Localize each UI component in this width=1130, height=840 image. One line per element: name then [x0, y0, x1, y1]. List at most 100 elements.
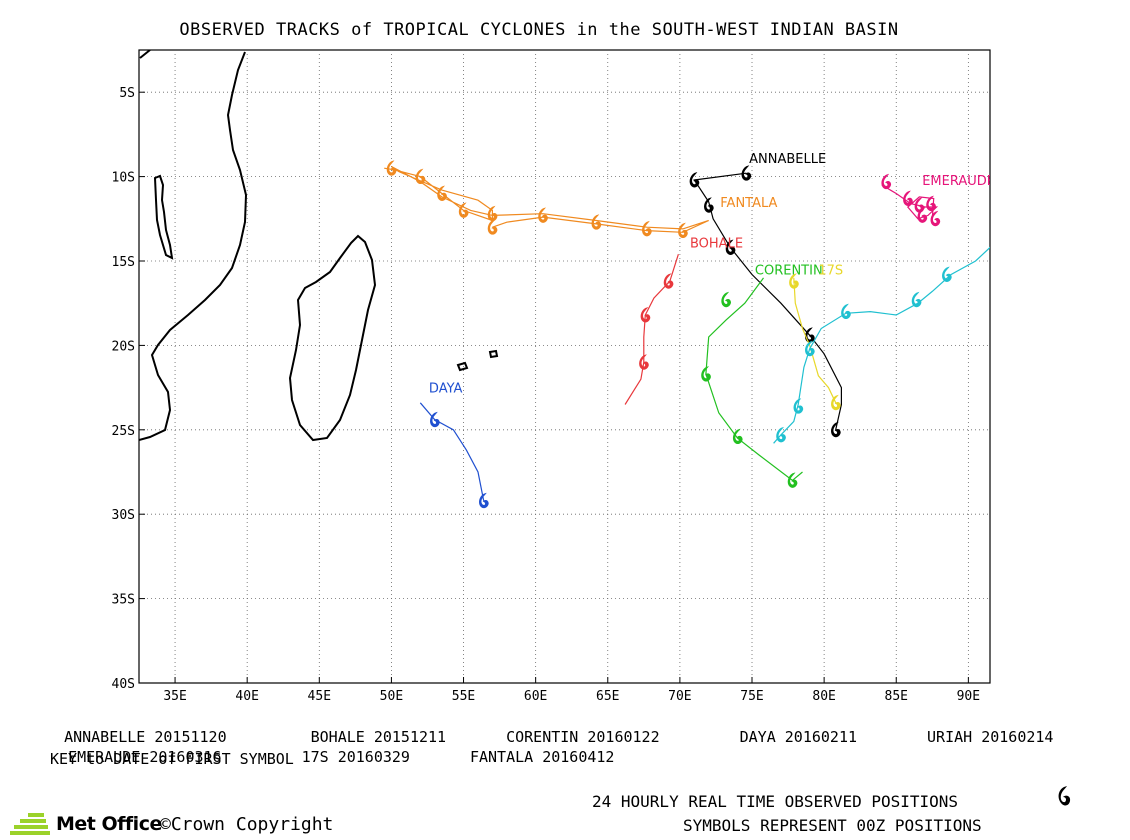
lon-tick-label: 35E — [163, 689, 186, 704]
storm-position-symbol — [930, 210, 941, 227]
storm-position-symbol — [386, 160, 397, 176]
storm-track-line — [419, 402, 485, 501]
storm-position-symbol — [793, 398, 804, 414]
axis-ticks: 35E 40E 45E 50E 55E 60E 65E 70E 75E 80E 85E 90E 5S 10… — [112, 86, 981, 704]
lat-tick-label: 40S — [112, 677, 135, 692]
copyright-text: ©Crown Copyright — [160, 814, 334, 835]
storm-position-symbol — [787, 472, 798, 488]
lon-tick-label: 75E — [740, 689, 763, 704]
storm-position-symbol — [678, 222, 688, 239]
storm-position-symbol — [704, 197, 714, 213]
storm-position-symbol — [831, 421, 841, 438]
storm-position-symbol — [741, 165, 752, 181]
met-office-logo-icon — [10, 813, 50, 835]
lat-tick-label: 10S — [112, 171, 135, 186]
storm-position-symbol — [776, 426, 786, 443]
storm-track-line — [624, 254, 679, 405]
storm-position-symbol — [487, 219, 498, 235]
lon-tick-label: 60E — [524, 689, 547, 704]
storm-position-symbol — [789, 273, 799, 289]
key-note: KEY to DATE of FIRST SYMBOL — [50, 750, 294, 768]
storm-position-symbol — [721, 291, 731, 308]
key-17s: 17S 20160329 — [301, 748, 410, 766]
key-emeraude: EMERAUDE 20160316 — [68, 748, 222, 766]
lon-tick-label: 90E — [957, 689, 980, 704]
storm-label: CORENTIN — [755, 264, 823, 279]
storm-position-symbol — [479, 492, 489, 509]
storm-uriah — [773, 246, 990, 444]
grid-lines — [139, 50, 990, 683]
storm-track-line — [881, 184, 939, 220]
reunion-island — [456, 361, 469, 372]
storm-track-line — [705, 277, 803, 482]
storm-position-symbol — [903, 190, 913, 206]
storm-position-symbol — [831, 394, 841, 411]
footer-positions: 24 HOURLY REAL TIME OBSERVED POSITIONS — [592, 792, 959, 811]
storm-track-line — [793, 277, 837, 404]
madagascar-coast — [288, 234, 377, 442]
storm-label: 17S — [818, 264, 843, 279]
storm-corentin: CORENTIN — [701, 264, 823, 488]
storm-emeraude: EMERAUDE — [881, 173, 995, 227]
cyclone-tracks: ANNABELLE EMERAUDE FANTALA BOHALE CORENTIN DA… — [384, 152, 995, 509]
storm-label: DAYA — [429, 382, 463, 397]
storm-bohale: BOHALE — [624, 236, 743, 405]
met-office-logo: Met Office — [8, 810, 162, 838]
key-bohale: BOHALE 20151211 — [310, 728, 447, 746]
coastlines — [139, 50, 499, 442]
storm-fantala: FANTALA — [384, 160, 778, 239]
lat-tick-label: 5S — [119, 86, 135, 101]
storm-position-symbol — [437, 185, 447, 201]
storm-position-symbol — [942, 266, 952, 282]
key-daya: DAYA 20160211 — [739, 728, 858, 746]
storm-track-line — [773, 246, 990, 444]
map-title: OBSERVED TRACKS of TROPICAL CYCLONES in … — [179, 20, 899, 40]
mauritius-island — [488, 349, 499, 359]
storm-position-symbol — [841, 303, 851, 320]
storm-position-symbol — [701, 366, 711, 382]
storm-position-symbol — [732, 428, 743, 445]
key-uriah: URIAH 20160214 — [927, 728, 1054, 746]
storm-label: EMERAUDE — [922, 174, 995, 189]
storm-position-symbol — [805, 340, 815, 357]
key-fantala: FANTALA 20160412 — [469, 748, 615, 766]
storm-position-symbol — [917, 207, 928, 223]
storm-position-symbol — [487, 205, 498, 222]
brand-name: Met Office — [56, 813, 162, 835]
storm-position-symbol — [642, 220, 652, 237]
lat-tick-label: 35S — [112, 593, 135, 608]
storm-position-symbol — [926, 195, 936, 212]
cyclone-symbol-icon — [1058, 786, 1071, 806]
storm-label: BOHALE — [690, 236, 743, 251]
africa-coast — [139, 50, 248, 441]
storm-annabelle: ANNABELLE — [689, 152, 842, 438]
key-annabelle: ANNABELLE 20151120 — [64, 728, 227, 746]
lat-tick-label: 20S — [112, 339, 135, 354]
key-corentin: CORENTIN 20160122 — [506, 728, 660, 746]
lon-tick-label: 85E — [885, 689, 908, 704]
key-row-2: EMERAUDE 20160316 17S 20160329 FANTALA 201… — [50, 730, 614, 766]
storm-position-symbol — [591, 214, 602, 230]
storm-track-line — [384, 165, 709, 233]
lon-tick-label: 55E — [452, 689, 475, 704]
storm-position-symbol — [640, 307, 651, 323]
storm-position-symbol — [663, 273, 674, 289]
storm-daya: DAYA — [419, 382, 489, 509]
footer-symbols: SYMBOLS REPRESENT 00Z POSITIONS — [683, 816, 982, 835]
storm-17s: 17S — [789, 264, 843, 411]
key-row-1: ANNABELLE 20151120 BOHALE 20151211 CORENTI… — [46, 710, 1053, 746]
storm-position-symbol — [689, 172, 700, 188]
lat-tick-label: 15S — [112, 255, 135, 270]
storm-position-symbol — [458, 202, 469, 218]
map-frame — [138, 49, 991, 684]
storm-label: ANNABELLE — [749, 152, 826, 167]
lat-tick-label: 30S — [112, 508, 135, 523]
lon-tick-label: 80E — [812, 689, 835, 704]
storm-position-symbol — [881, 173, 892, 190]
lat-tick-label: 25S — [112, 424, 135, 439]
storm-position-symbol — [538, 207, 548, 223]
lon-tick-label: 40E — [235, 689, 258, 704]
storm-position-symbol — [725, 239, 736, 255]
storm-position-symbol — [415, 168, 426, 185]
